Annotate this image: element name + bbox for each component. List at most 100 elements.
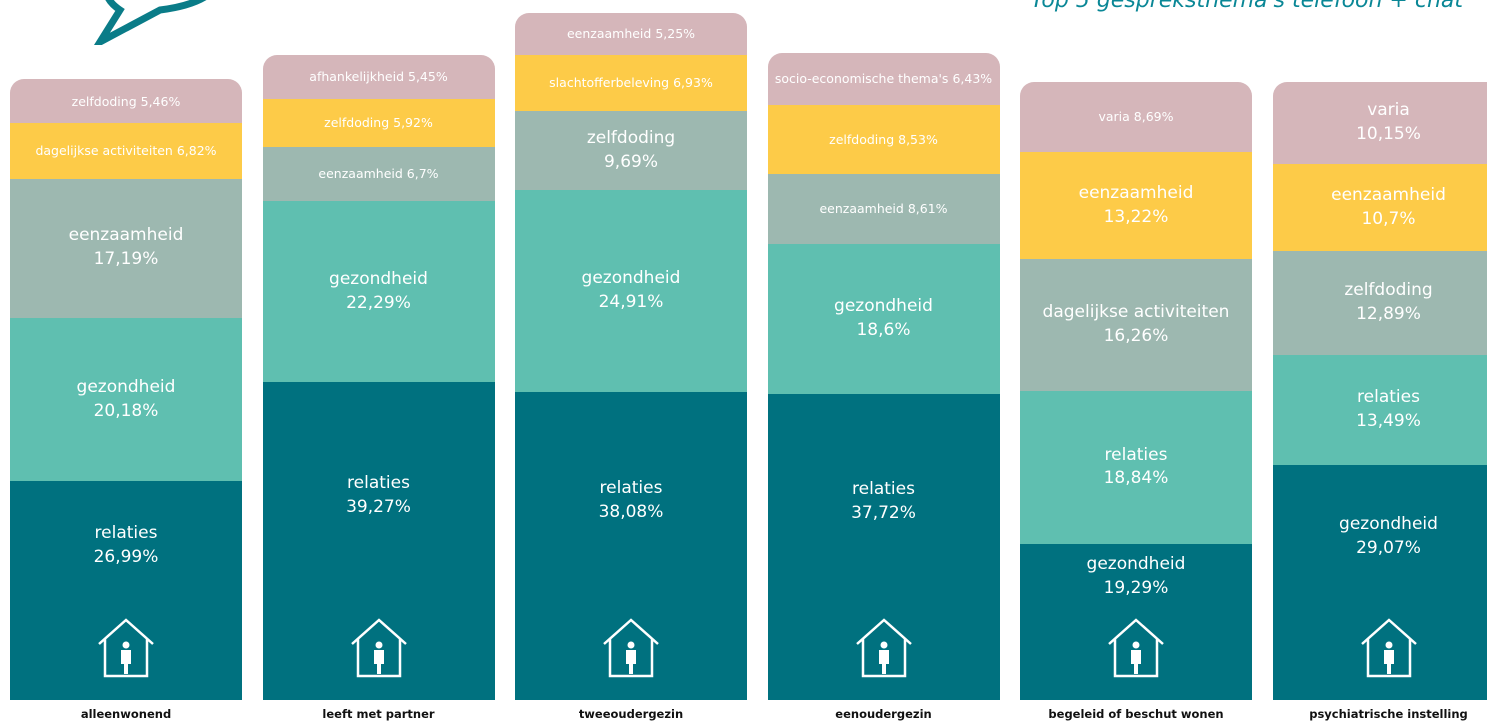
head [1132,641,1140,649]
segment-text: afhankelijkheid 5,45% [269,55,489,99]
segment-value: 8,61% [907,201,948,217]
category-label: psychiatrische instelling [1309,707,1468,721]
category-label: begeleid of beschut wonen [1048,707,1224,721]
house-icon [855,618,912,678]
segment-value: 37,72% [851,503,916,524]
bar-segment: zelfdoding 8,53% [767,104,1000,175]
segment-value: 6,82% [176,143,217,159]
segment-text: zelfdoding 8,53% [774,105,994,174]
head [627,641,635,649]
segment-value: 24,91% [598,291,664,312]
house-outline [350,618,407,678]
segment-value: 5,45% [408,69,448,85]
people [878,650,889,674]
segment-text-line: eenzaamheid 5,25% [567,25,695,43]
segment-label: eenzaamheid [318,166,403,182]
segment-text: dagelijkse activiteiten 6,82% [16,123,236,178]
segment-text-line: zelfdoding 5,92% [324,114,433,132]
people [626,650,636,674]
bar-segment: dagelijkse activiteiten 6,82% [10,123,242,179]
segment-text: zelfdoding 5,46% [16,79,236,123]
bar-segment: gezondheid 24,91% [515,189,747,392]
segment-value: 9,69% [603,151,658,172]
bar-segment: zelfdoding 5,92% [262,99,495,148]
bar-segment: eenzaamheid 10,7% [1272,164,1487,251]
house-icon [98,618,154,678]
bar-segment: zelfdoding 12,89% [1272,250,1487,356]
segment-value: 6,7% [406,166,439,182]
segment-label: gezondheid [329,268,428,289]
bar-segment: zelfdoding 5,46% [10,79,242,124]
segment-label: gezondheid [76,376,176,397]
segment-text-line: eenzaamheid 8,61% [819,200,947,218]
segment-text: varia 8,69% [1026,82,1246,152]
people [373,650,384,674]
house-outline [1360,618,1417,678]
segment-value: 10,15% [1356,124,1421,145]
segment-label: varia [1367,100,1410,121]
house-outline [1108,618,1164,678]
segment-text: eenzaamheid 5,25% [521,13,741,56]
segment-label: relaties [94,522,158,543]
segment-label: eenzaamheid [1331,184,1446,205]
segment-label: gezondheid [834,296,933,317]
bar-segment: varia 10,15% [1272,81,1487,165]
head [375,641,382,649]
bar-segment: slachtofferbeleving 6,93% [515,55,747,112]
segment-value: 13,49% [1356,410,1421,431]
segment-value: 38,08% [598,501,664,522]
segment-label: relaties [1104,444,1168,465]
segment-text-line: zelfdoding 5,46% [72,93,181,111]
speech-bubble [93,0,207,45]
segment-text-line: dagelijkse activiteiten 6,82% [35,142,216,160]
bar-segment: dagelijkse activiteiten 16,26% [1020,259,1252,392]
segment-text-line: socio-economische thema's 6,43% [775,70,992,88]
segment-text-line: varia 8,69% [1098,108,1173,126]
bar-segment: eenzaamheid 8,61% [767,174,1000,244]
bar-segment: eenzaamheid 6,7% [262,147,495,202]
segment-label: relaties [599,477,663,498]
people [1131,650,1141,674]
segment-value: 6,93% [673,75,713,91]
segment-value: 19,29% [1103,577,1169,598]
bar-segment: afhankelijkheid 5,45% [262,54,495,100]
segment-label: zelfdoding [1344,280,1433,301]
segment-text: eenzaamheid 8,61% [774,174,994,244]
house-icon [350,618,407,678]
house-icon [603,618,659,678]
segment-value: 10,7% [1361,208,1416,229]
segment-value: 20,18% [93,400,159,421]
segment-label: dagelijkse activiteiten [35,143,173,159]
bar-segment: gezondheid 22,29% [262,201,495,382]
segment-label: zelfdoding [586,127,676,148]
house-icon [1108,618,1164,678]
category-label: tweeoudergezin [578,707,684,721]
segment-text: eenzaamheid 6,7% [269,147,489,201]
people [121,650,131,674]
segment-label: slachtofferbeleving [549,75,670,91]
segment-label: eenzaamheid [819,201,904,217]
title: Top 5 gespreksthema's telefoon + chat [1030,0,1463,13]
bar-segment: relaties 13,49% [1272,355,1487,465]
category-label: eenoudergezin [835,707,932,721]
bar-segment: eenzaamheid 13,22% [1020,152,1252,260]
house-icon [1360,618,1417,678]
bar-segment: gezondheid 19,29% [1020,543,1252,700]
segment-value: 13,22% [1103,206,1169,227]
bar-segment: zelfdoding 9,69% [515,111,747,190]
segment-text-line: zelfdoding 8,53% [829,131,938,149]
segment-value: 39,27% [346,496,411,517]
segment-value: 26,99% [93,546,159,567]
segment-label: gezondheid [1086,554,1186,575]
segment-label: varia [1098,109,1130,125]
segment-value: 18,6% [856,320,911,341]
segment-text: zelfdoding 5,92% [269,99,489,147]
category-label: leeft met partner [322,707,435,721]
segment-label: socio-economische thema's [774,71,949,87]
segment-label: relaties [347,473,410,494]
head [122,641,130,649]
bar-segment: gezondheid 20,18% [10,317,242,482]
segment-value: 29,07% [1356,538,1421,559]
segment-label: relaties [852,479,915,500]
